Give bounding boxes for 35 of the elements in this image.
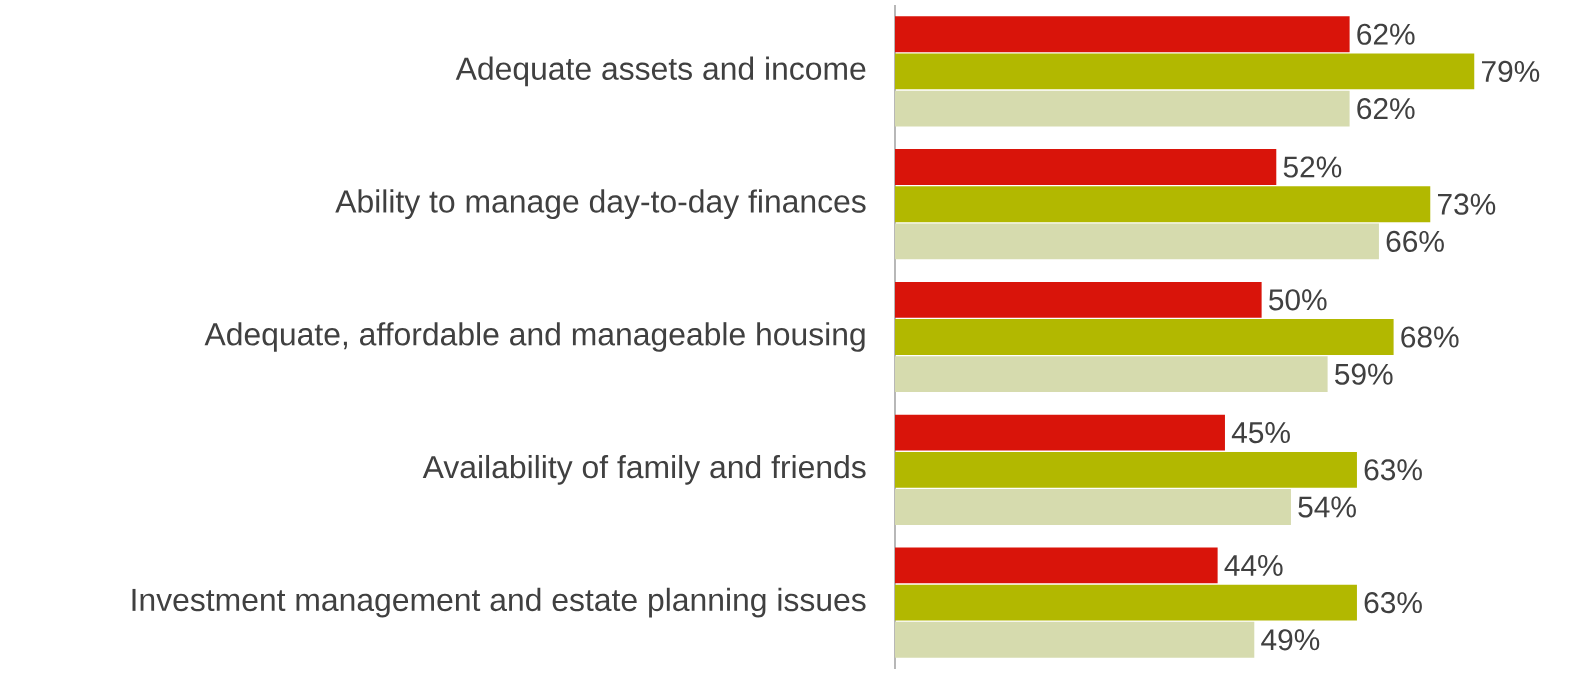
data-label: 62%	[1357, 98, 1415, 120]
data-label: 44%	[1224, 554, 1283, 576]
data-label: 54%	[1298, 496, 1356, 518]
data-label: 63%	[1364, 592, 1422, 614]
bar	[895, 149, 1277, 185]
bar	[895, 621, 1255, 658]
bar	[895, 281, 1262, 318]
y-tick-label: Availability of family and friends	[422, 454, 866, 485]
bar	[895, 90, 1350, 127]
bar	[895, 319, 1394, 355]
data-label: 59%	[1335, 363, 1393, 385]
bar	[895, 584, 1357, 621]
data-label: 45%	[1231, 422, 1290, 444]
y-tick-label: Adequate, affordable and manageable housing	[204, 322, 865, 352]
bar	[895, 451, 1357, 488]
bar	[895, 547, 1218, 584]
bar	[895, 489, 1291, 525]
data-label: 52%	[1283, 156, 1342, 178]
y-tick-label: Ability to manage day-to-day finances	[335, 189, 866, 220]
bar	[895, 16, 1350, 53]
bar	[895, 414, 1225, 451]
y-tick-label: Investment management and estate planning issues	[132, 587, 866, 618]
bar	[895, 53, 1475, 90]
data-label: 63%	[1364, 459, 1422, 481]
data-label: 50%	[1269, 289, 1327, 311]
data-label: 66%	[1386, 230, 1444, 252]
data-label: 79%	[1481, 60, 1540, 82]
y-tick-label: Adequate assets and income	[455, 56, 866, 87]
bar	[895, 186, 1431, 223]
bar	[895, 356, 1328, 393]
data-label: 73%	[1437, 193, 1496, 215]
bar	[895, 223, 1379, 260]
data-label: 68%	[1401, 326, 1459, 348]
data-label: 62%	[1357, 23, 1415, 45]
data-label: 49%	[1261, 629, 1320, 651]
